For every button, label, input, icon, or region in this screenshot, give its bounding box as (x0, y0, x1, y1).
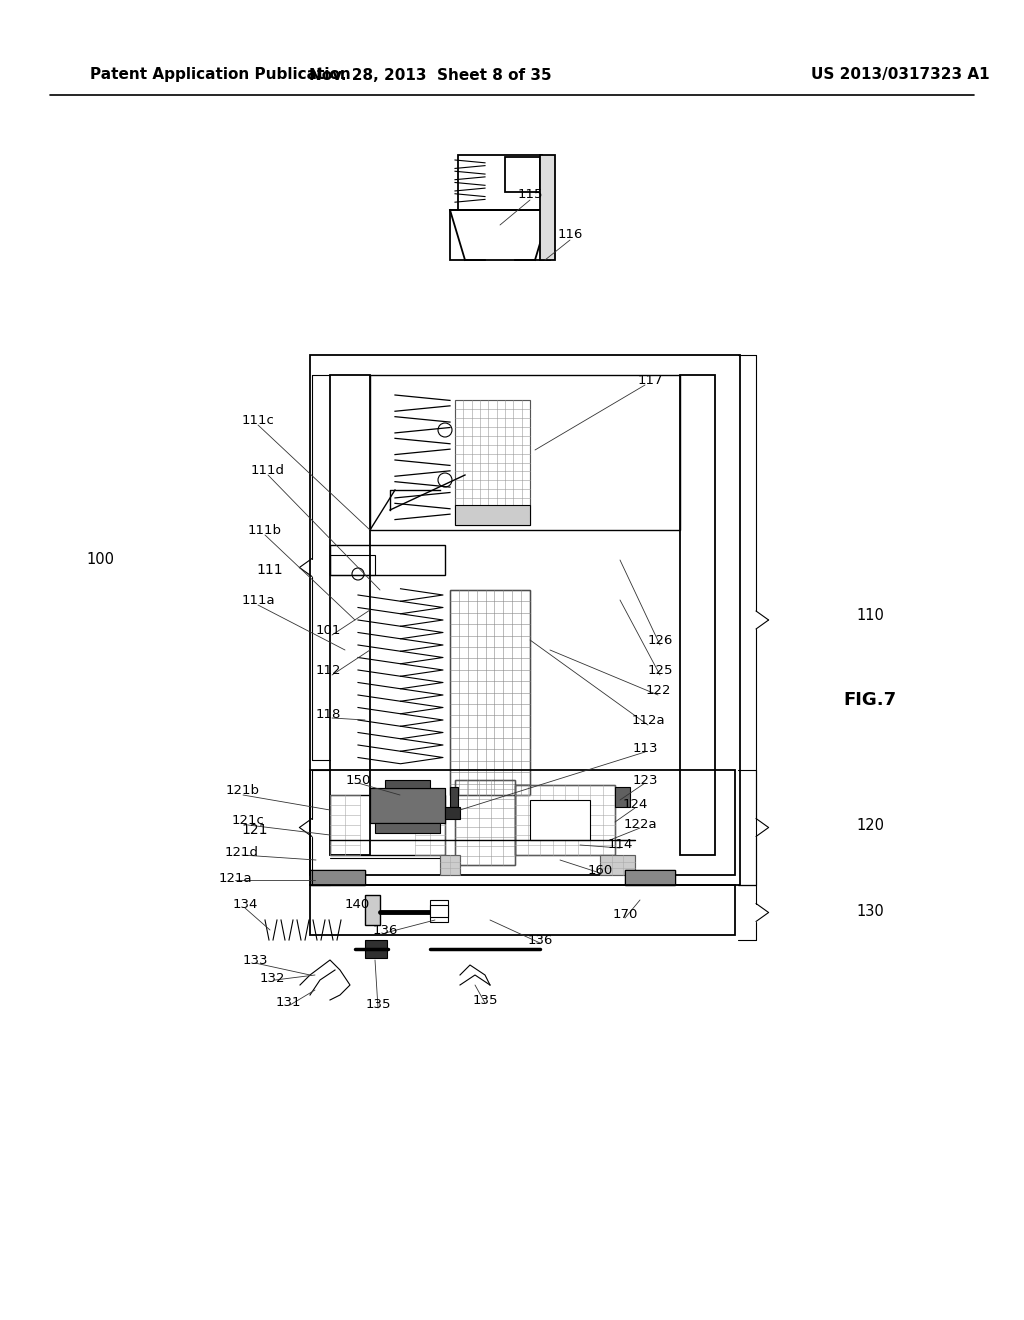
Text: 116: 116 (557, 228, 583, 242)
Bar (455, 400, 530, 525)
Text: 150: 150 (345, 774, 371, 787)
Text: 136: 136 (373, 924, 397, 936)
Text: 114: 114 (607, 838, 633, 851)
Text: 132: 132 (259, 972, 285, 985)
Bar (615, 787, 630, 807)
Bar (370, 788, 445, 822)
Text: 111d: 111d (251, 463, 285, 477)
Text: 140: 140 (344, 899, 370, 912)
Bar (330, 375, 370, 855)
Bar (330, 795, 445, 855)
Bar (445, 807, 460, 818)
Text: 122a: 122a (624, 818, 656, 832)
Text: 111b: 111b (248, 524, 282, 536)
Text: 118: 118 (315, 709, 341, 722)
Text: 111c: 111c (242, 413, 274, 426)
Text: FIG.7: FIG.7 (844, 690, 897, 709)
Bar (365, 895, 380, 925)
Bar (310, 770, 735, 875)
Bar (330, 554, 375, 576)
Text: 124: 124 (623, 799, 648, 812)
Bar (600, 855, 635, 875)
Bar (370, 375, 680, 531)
Text: 100: 100 (86, 553, 114, 568)
Bar (430, 906, 449, 917)
Text: 126: 126 (647, 634, 673, 647)
Bar (310, 870, 365, 884)
Text: 111: 111 (257, 564, 284, 577)
Bar (385, 780, 430, 788)
Bar (540, 154, 555, 260)
Text: 115: 115 (517, 189, 543, 202)
Bar (430, 900, 449, 921)
Text: 134: 134 (232, 899, 258, 912)
Text: 121d: 121d (225, 846, 259, 858)
Text: 101: 101 (315, 623, 341, 636)
Text: Nov. 28, 2013  Sheet 8 of 35: Nov. 28, 2013 Sheet 8 of 35 (308, 67, 551, 82)
Text: 130: 130 (856, 904, 884, 920)
Bar (505, 157, 540, 191)
Bar (530, 800, 590, 840)
Text: 120: 120 (856, 817, 884, 833)
Text: US 2013/0317323 A1: US 2013/0317323 A1 (811, 67, 989, 82)
Text: 133: 133 (243, 953, 267, 966)
Bar (625, 870, 675, 884)
Text: 121: 121 (242, 822, 268, 837)
Text: 123: 123 (632, 774, 657, 787)
Bar (310, 884, 735, 935)
Bar (455, 780, 515, 865)
Bar (310, 870, 365, 884)
Text: 170: 170 (612, 908, 638, 921)
Bar (450, 210, 550, 260)
Bar (310, 355, 740, 884)
Text: 135: 135 (472, 994, 498, 1006)
Bar (450, 787, 458, 807)
Text: 112: 112 (315, 664, 341, 676)
Bar (458, 154, 542, 210)
Text: 160: 160 (588, 863, 612, 876)
Text: 112a: 112a (631, 714, 665, 726)
Text: 110: 110 (856, 607, 884, 623)
Bar (375, 822, 440, 833)
Text: 117: 117 (637, 374, 663, 387)
Bar (450, 590, 530, 795)
Bar (370, 788, 445, 822)
Text: 122: 122 (645, 684, 671, 697)
Text: 113: 113 (632, 742, 657, 755)
Bar (455, 506, 530, 525)
Text: 121b: 121b (226, 784, 260, 796)
Bar (365, 940, 387, 958)
Bar (515, 785, 615, 855)
Bar (440, 855, 460, 875)
Text: 111a: 111a (242, 594, 274, 606)
Text: 136: 136 (527, 933, 553, 946)
Bar (330, 545, 445, 576)
Text: 135: 135 (366, 998, 391, 1011)
Bar (680, 375, 715, 855)
Text: 131: 131 (275, 995, 301, 1008)
Bar (625, 870, 675, 884)
Text: 125: 125 (647, 664, 673, 676)
Text: Patent Application Publication: Patent Application Publication (90, 67, 351, 82)
Text: 121a: 121a (218, 871, 252, 884)
Text: 121c: 121c (231, 813, 264, 826)
